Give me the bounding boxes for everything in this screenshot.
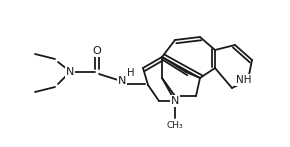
Text: N: N: [66, 67, 74, 77]
Text: N: N: [171, 96, 179, 106]
Text: N: N: [118, 76, 126, 86]
Text: H: H: [127, 68, 135, 78]
Text: NH: NH: [236, 75, 252, 85]
Text: CH₃: CH₃: [167, 121, 183, 130]
Text: O: O: [93, 46, 102, 56]
